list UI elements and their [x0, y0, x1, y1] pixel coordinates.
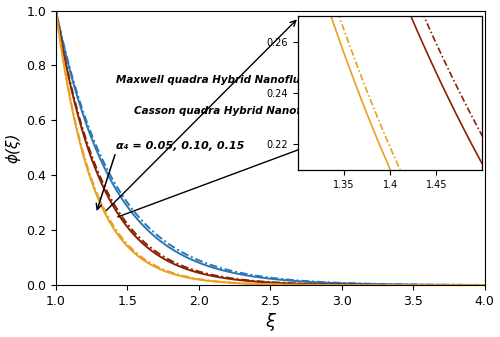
Text: α₄ = 0.05, 0.10, 0.15: α₄ = 0.05, 0.10, 0.15 [116, 141, 244, 151]
Text: Casson quadra Hybrid Nanofluid: Casson quadra Hybrid Nanofluid [134, 105, 323, 116]
Y-axis label: ϕ(ξ): ϕ(ξ) [6, 133, 20, 163]
Text: Maxwell quadra Hybrid Nanofluid: Maxwell quadra Hybrid Nanofluid [116, 75, 311, 85]
X-axis label: ξ: ξ [265, 313, 275, 332]
